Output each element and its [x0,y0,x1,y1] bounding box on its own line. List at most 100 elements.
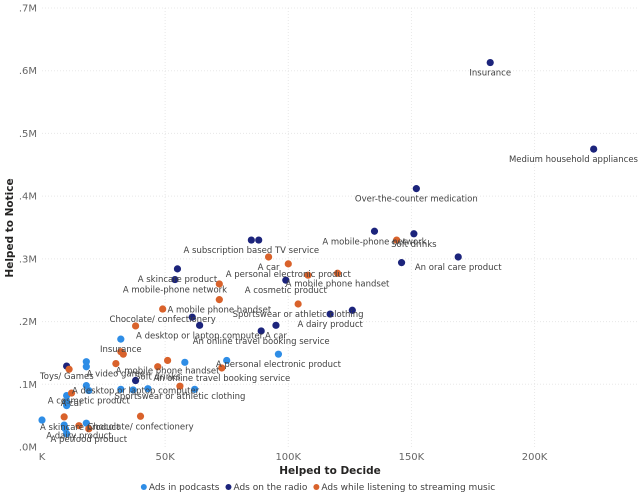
scatter-point[interactable] [247,236,255,244]
y-tick-label: .0M [19,443,37,454]
point-label: Over-the-counter medication [355,195,478,205]
scatter-point[interactable] [257,327,265,335]
x-tick-label: K [39,452,46,463]
point-label: Medium household appliances [509,155,639,165]
x-tick-label: 150K [399,452,425,463]
y-tick-label: .3M [19,254,37,265]
scatter-point[interactable] [159,305,167,313]
point-label: Sportswear or athletic clothing [233,310,364,320]
point-label: A car [265,331,287,341]
scatter-point[interactable] [188,313,196,321]
scatter-point[interactable] [191,385,199,393]
scatter-point[interactable] [112,359,120,368]
y-tick-label: .6M [19,66,37,77]
scatter-point[interactable] [410,230,418,238]
point-label: A petfood product [50,435,127,445]
scatter-point[interactable] [223,356,231,365]
scatter-point[interactable] [60,413,68,421]
scatter-point[interactable] [131,376,140,385]
point-label: An online travel booking service [153,374,290,384]
scatter-point[interactable] [397,259,406,267]
scatter-point[interactable] [171,275,179,284]
scatter-point[interactable] [326,310,334,318]
scatter-point[interactable] [304,271,312,279]
scatter-point[interactable] [215,296,223,304]
y-tick-label: .7M [19,4,37,15]
scatter-point[interactable] [85,425,93,433]
scatter-point[interactable] [393,236,401,244]
scatter-point[interactable] [164,356,172,365]
legend: Ads in podcasts Ads on the radio Ads while… [140,483,495,493]
legend-item[interactable]: Ads on the radio [225,483,308,493]
scatter-point[interactable] [136,412,145,420]
point-label: A video game [87,370,146,380]
point-label: A desktop or laptop computer [136,331,264,341]
scatter-point[interactable] [294,300,302,308]
scatter-point[interactable] [63,398,71,406]
point-label: A cosmetic product [245,286,328,296]
point-label: Insurance [100,345,142,355]
scatter-point[interactable] [65,365,73,373]
point-label: Toys/ Games [39,372,94,382]
legend-label: Ads while listening to streaming music [321,483,495,493]
scatter-point[interactable] [154,363,162,371]
scatter-point[interactable] [272,321,280,329]
scatter-point[interactable] [255,236,263,244]
point-label: A desktop or laptop computer [72,387,200,397]
y-tick-label: .4M [19,192,37,203]
scatter-point[interactable] [173,265,182,273]
scatter-point[interactable] [144,385,152,393]
x-axis-title: Helped to Decide [279,465,381,477]
legend-label: Ads in podcasts [149,483,220,493]
point-label: A skincare product [138,275,218,285]
scatter-point[interactable] [486,58,494,67]
scatter-point[interactable] [348,306,356,314]
scatter-point[interactable] [75,422,83,430]
x-axis-ticks: K 50K 100K 150K 200K [39,452,548,463]
point-label: A cosmetic product [48,397,131,407]
scatter-point[interactable] [129,386,137,394]
scatter-point[interactable] [264,253,273,261]
legend-item[interactable]: Ads in podcasts [140,483,220,493]
scatter-point[interactable] [218,364,226,372]
gridlines [42,7,638,447]
scatter-point[interactable] [370,227,379,235]
scatter-point[interactable] [196,321,204,329]
legend-marker [140,484,147,490]
point-labels: A cosmetic product Insurance A personal el… [39,69,639,445]
scatter-point[interactable] [38,416,46,424]
point-label: A mobile phone handset [167,306,271,316]
y-tick-label: .2M [19,317,37,328]
point-label: An oral care product [415,263,502,273]
point-label: A dairy product [297,320,363,330]
point-label: A car [258,263,280,273]
scatter-point[interactable] [82,419,90,427]
scatter-point[interactable] [82,363,90,371]
scatter-point[interactable] [82,358,90,366]
point-label: A car [61,399,83,409]
scatter-point[interactable] [63,430,71,438]
scatter-point[interactable] [131,322,140,330]
point-label: A mobile-phone network [322,237,426,247]
scatter-point[interactable] [85,386,93,395]
scatter-point[interactable] [215,280,223,288]
legend-item[interactable]: Ads while listening to streaming music [313,483,495,493]
scatter-point[interactable] [176,382,184,390]
scatter-point[interactable] [274,350,283,358]
scatter-point[interactable] [67,389,76,397]
point-label: Chocolate/ confectionery [110,315,216,325]
x-tick-label: 200K [522,452,548,463]
scatter-point[interactable] [590,145,598,153]
scatter-point[interactable] [284,260,292,268]
scatter-point[interactable] [333,269,342,277]
scatter-point[interactable] [117,385,125,393]
scatter-point[interactable] [181,358,189,366]
scatter-point[interactable] [282,276,290,284]
point-label: Soft drinks [135,373,181,383]
scatter-point[interactable] [454,253,462,261]
scatter-point[interactable] [119,350,127,358]
scatter-point[interactable] [117,335,125,343]
point-label: A subscription based TV service [184,246,320,256]
scatter-point[interactable] [412,185,420,193]
